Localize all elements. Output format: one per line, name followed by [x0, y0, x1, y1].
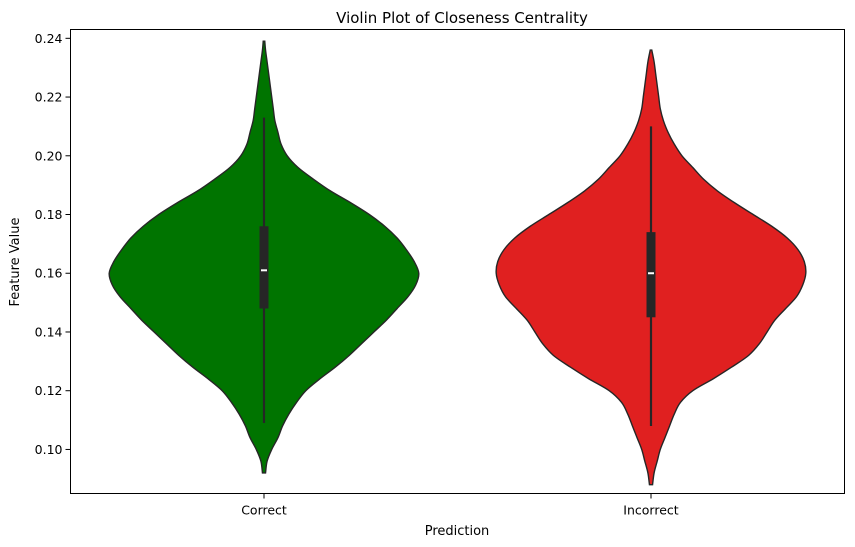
x-axis-title: Prediction — [425, 524, 490, 539]
iqr-box — [646, 232, 656, 318]
y-axis-title: Feature Value — [8, 218, 23, 307]
y-tick-label: 0.22 — [35, 90, 63, 105]
iqr-box — [259, 226, 269, 309]
violins-group — [108, 40, 807, 486]
y-tick-label: 0.12 — [35, 383, 63, 398]
plot-area — [70, 29, 845, 494]
y-axis: 0.10 0.12 0.14 0.16 0.18 0.20 0.22 0.24 — [35, 31, 71, 457]
y-tick-label: 0.10 — [35, 442, 63, 457]
x-tick-label: Correct — [241, 503, 287, 518]
x-axis: Correct Incorrect — [241, 493, 679, 518]
y-tick-label: 0.14 — [35, 324, 63, 339]
y-tick-label: 0.18 — [35, 207, 63, 222]
y-tick-label: 0.24 — [35, 31, 63, 46]
y-tick-label: 0.16 — [35, 266, 63, 281]
y-tick-label: 0.20 — [35, 148, 63, 163]
chart-title: Violin Plot of Closeness Centrality — [336, 9, 588, 27]
x-tick-label: Incorrect — [623, 503, 678, 518]
